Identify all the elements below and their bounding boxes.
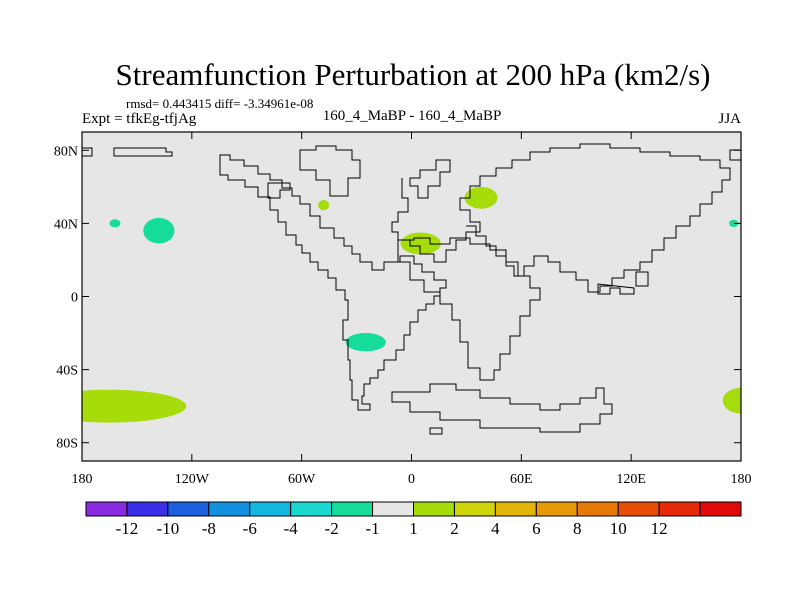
colorbar-swatch [290, 501, 333, 517]
contour-blob [400, 232, 441, 255]
colorbar-swatch [85, 501, 128, 517]
colorbar-label: 12 [651, 519, 668, 538]
colorbar-swatch [372, 501, 414, 517]
colorbar-label: -10 [157, 519, 180, 538]
map-background [82, 132, 741, 461]
y-tick-label: 80N [54, 144, 78, 159]
x-axis: 180 120W 60W 0 60E 120E 180 [72, 132, 752, 487]
colorbar-swatch [167, 501, 210, 517]
colorbar-swatch [658, 501, 701, 517]
contour-blob [109, 219, 121, 228]
colorbar-swatch [208, 501, 251, 517]
colorbar-swatch [576, 501, 619, 517]
contour-fill-layer [82, 186, 741, 423]
colorbar: -12 -10 -8 -6 -4 -2 -1 1 2 4 6 8 10 12 [85, 501, 742, 538]
contour-blob [82, 389, 187, 423]
colorbar-swatch [494, 501, 537, 517]
colorbar-label: 4 [491, 519, 500, 538]
y-tick-label: 0 [71, 291, 78, 306]
contour-blob [82, 391, 95, 410]
colorbar-swatch [413, 501, 455, 517]
contour-blob [464, 186, 498, 209]
contour-blob [345, 333, 386, 352]
y-tick-label: 40S [56, 364, 78, 379]
colorbar-label: -2 [325, 519, 339, 538]
colorbar-label: -12 [116, 519, 139, 538]
colorbar-label: 2 [450, 519, 459, 538]
contour-blob [722, 387, 741, 414]
season-label: JJA [718, 111, 741, 127]
colorbar-label: -1 [365, 519, 379, 538]
colorbar-label: -6 [243, 519, 257, 538]
colorbar-swatch [331, 501, 374, 517]
colorbar-swatch [617, 501, 660, 517]
stats-label: rmsd= 0.443415 diff= -3.34961e-08 [126, 96, 313, 111]
colorbar-swatch [126, 501, 169, 517]
x-tick-label: 120E [616, 472, 646, 487]
colorbar-label: -8 [202, 519, 216, 538]
y-tick-label: 40N [54, 217, 78, 232]
x-tick-label: 180 [72, 472, 93, 487]
colorbar-label: 10 [610, 519, 627, 538]
x-tick-label: 120W [175, 472, 210, 487]
x-tick-label: 180 [731, 472, 752, 487]
experiment-label: Expt = tfkEg-tfjAg [82, 111, 197, 127]
x-tick-label: 0 [408, 472, 415, 487]
colorbar-swatch [453, 501, 496, 517]
colorbar-label: -4 [284, 519, 299, 538]
colorbar-label: 6 [532, 519, 541, 538]
colorbar-label: 8 [573, 519, 582, 538]
contour-blob [318, 199, 330, 211]
case-label: 160_4_MaBP - 160_4_MaBP [323, 108, 502, 124]
coastlines [82, 143, 742, 435]
colorbar-label: 1 [409, 519, 418, 538]
y-axis: 80N 40N 0 40S 80S [54, 144, 741, 452]
x-tick-label: 60E [510, 472, 533, 487]
chart-title: Streamfunction Perturbation at 200 hPa (… [116, 57, 711, 92]
contour-blob [143, 217, 175, 244]
colorbar-swatch [249, 501, 292, 517]
colorbar-swatch [535, 501, 578, 517]
x-tick-label: 60W [288, 472, 316, 487]
y-tick-label: 80S [56, 437, 78, 452]
colorbar-swatch [699, 501, 742, 517]
contour-blob [729, 219, 739, 228]
